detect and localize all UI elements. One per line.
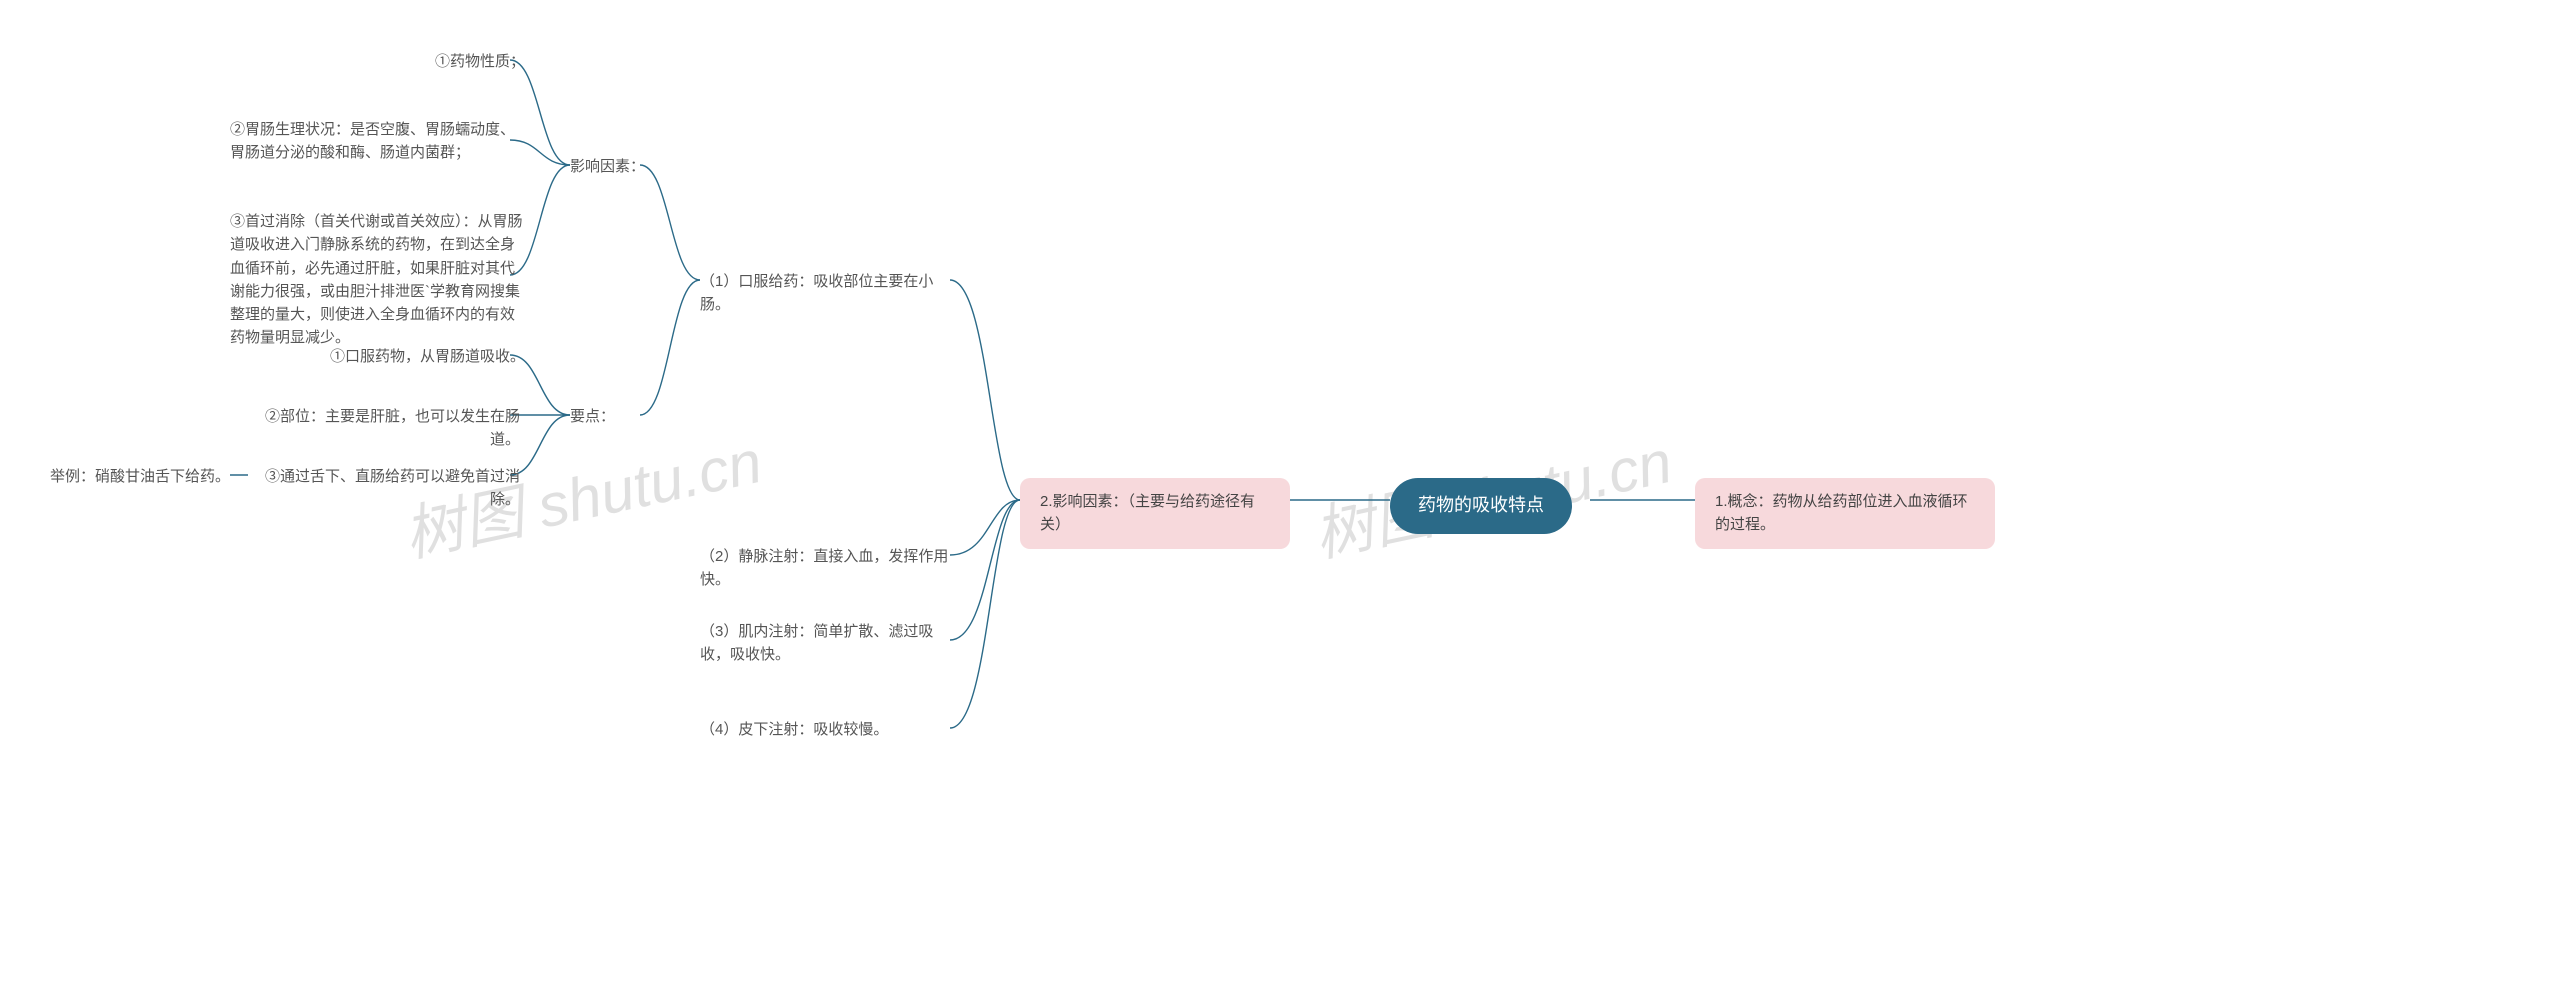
- node-factors: 2.影响因素：（主要与给药途径有关）: [1020, 478, 1290, 549]
- node-factors-label: 影响因素：: [570, 155, 660, 178]
- node-p2: ②部位：主要是肝脏，也可以发生在肠道。: [260, 405, 520, 452]
- node-f2: ②胃肠生理状况：是否空腹、胃肠蠕动度、胃肠道分泌的酸和酶、肠道内菌群；: [230, 118, 520, 165]
- node-p3: ③通过舌下、直肠给药可以避免首过消除。: [250, 465, 520, 512]
- node-route-iv: （2）静脉注射：直接入血，发挥作用快。: [700, 545, 950, 592]
- node-concept: 1.概念：药物从给药部位进入血液循环的过程。: [1695, 478, 1995, 549]
- node-f1: ①药物性质；: [415, 50, 525, 73]
- node-points-label: 要点：: [570, 405, 640, 428]
- root-node: 药物的吸收特点: [1390, 478, 1572, 534]
- node-route-im: （3）肌内注射：简单扩散、滤过吸收，吸收快。: [700, 620, 960, 667]
- node-f3: ③首过消除（首关代谢或首关效应）：从胃肠道吸收进入门静脉系统的药物，在到达全身血…: [230, 210, 525, 350]
- node-p1: ①口服药物，从胃肠道吸收。: [325, 345, 525, 368]
- node-route-oral: （1）口服给药：吸收部位主要在小肠。: [700, 270, 950, 317]
- node-example: 举例：硝酸甘油舌下给药。: [50, 465, 230, 488]
- node-route-sc: （4）皮下注射：吸收较慢。: [700, 718, 950, 741]
